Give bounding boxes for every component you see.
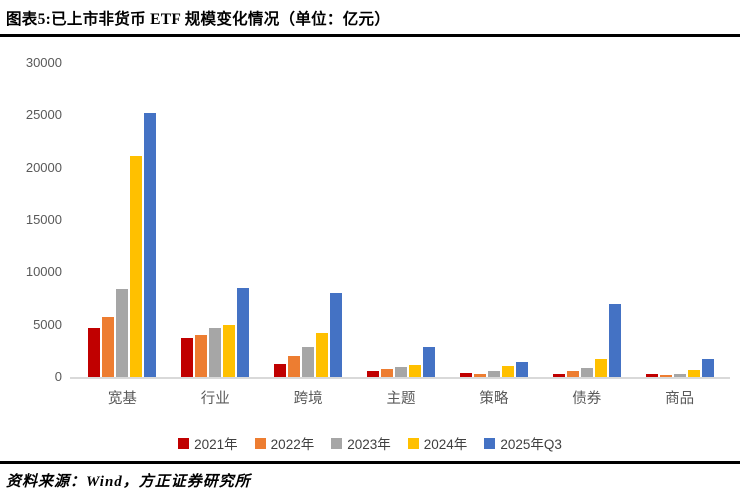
bar-group-行业 <box>169 63 262 377</box>
bar-2023年-行业 <box>209 328 222 377</box>
x-label-行业: 行业 <box>200 391 230 407</box>
bar-2023年-主题 <box>395 367 407 377</box>
bar-2023年-宽基 <box>116 289 129 377</box>
bar-2021年-跨境 <box>274 364 287 377</box>
legend-label: 2022年 <box>270 437 315 452</box>
legend-item-2023年: 2023年 <box>331 433 391 453</box>
x-label-跨境: 跨境 <box>293 391 323 407</box>
bar-2024年-策略 <box>501 366 514 377</box>
y-tick-label: 0 <box>54 369 62 384</box>
bar-2022年-策略 <box>473 374 486 377</box>
chart-footer: 资料来源：Wind，方正证券研究所 <box>0 461 740 491</box>
bar-2022年-宽基 <box>102 317 115 377</box>
bar-2025年Q3-跨境 <box>330 293 343 377</box>
x-label-债券: 债券 <box>572 391 602 407</box>
y-tick-label: 5000 <box>33 316 62 332</box>
legend-swatch-icon <box>254 437 266 449</box>
y-tick-label: 15000 <box>25 212 62 227</box>
bar-2025年Q3-主题 <box>423 347 435 377</box>
legend-swatch-icon <box>178 437 190 449</box>
bar-2024年-行业 <box>223 325 236 377</box>
bar-2025年Q3-债券 <box>608 304 621 377</box>
bar-2021年-商品 <box>645 374 658 377</box>
y-tick-label: 30000 <box>25 55 62 70</box>
legend-item-2022年: 2022年 <box>254 433 315 453</box>
bar-group-商品 <box>633 63 726 377</box>
bar-2022年-跨境 <box>288 356 301 377</box>
legend-swatch-icon <box>484 437 496 449</box>
bar-2025年Q3-商品 <box>701 359 714 377</box>
x-axis: 宽基 行业 跨境 主题 策略 债券 商品 <box>76 387 726 408</box>
source-note: 资料来源：Wind，方正证券研究所 <box>6 474 251 490</box>
bar-2022年-商品 <box>659 375 672 377</box>
y-tick-label: 25000 <box>25 107 62 123</box>
bar-2024年-商品 <box>687 370 700 377</box>
legend-label: 2021年 <box>194 437 238 452</box>
legend-item-2025年Q3: 2025年Q3 <box>484 433 562 453</box>
legend-swatch-icon <box>407 437 419 449</box>
bar-2023年-跨境 <box>302 347 315 377</box>
bar-group-主题 <box>355 63 448 377</box>
bar-2024年-债券 <box>594 359 607 377</box>
legend-label: 2025年Q3 <box>500 437 562 452</box>
bar-group-策略 <box>447 63 540 377</box>
bar-chart: 0 5000 10000 15000 20000 25000 30000 宽基 行业 跨境 主题 策… <box>0 37 740 461</box>
y-tick-label: 10000 <box>25 264 62 280</box>
y-tick-label: 20000 <box>25 159 62 175</box>
bar-2023年-商品 <box>673 374 686 377</box>
bar-2022年-债券 <box>566 371 579 377</box>
page-title: 图表5:已上市非货币 ETF 规模变化情况（单位：亿元） <box>6 11 391 28</box>
x-label-策略: 策略 <box>479 391 509 407</box>
bar-2021年-策略 <box>459 373 472 377</box>
bar-group-债券 <box>540 63 633 377</box>
plot-area <box>76 63 726 377</box>
bar-2024年-跨境 <box>316 333 329 377</box>
bar-2021年-债券 <box>552 374 565 377</box>
bar-2022年-主题 <box>381 369 393 377</box>
bar-2023年-债券 <box>580 368 593 377</box>
bar-2024年-主题 <box>409 365 421 377</box>
legend-swatch-icon <box>331 437 343 449</box>
legend-label: 2023年 <box>347 437 391 452</box>
bar-2024年-宽基 <box>130 156 143 377</box>
bar-2021年-主题 <box>367 371 379 377</box>
bar-2022年-行业 <box>195 335 208 377</box>
bar-2025年Q3-策略 <box>515 362 528 377</box>
x-axis-line <box>70 377 730 379</box>
legend-label: 2024年 <box>423 437 468 452</box>
legend-item-2021年: 2021年 <box>178 433 238 453</box>
bar-2023年-策略 <box>487 371 500 377</box>
chart-header: 图表5:已上市非货币 ETF 规模变化情况（单位：亿元） <box>0 0 740 37</box>
bar-2025年Q3-宽基 <box>144 113 157 377</box>
chart-legend: 2021年 2022年 2023年 2024年 2025年Q3 <box>0 433 740 453</box>
x-label-宽基: 宽基 <box>107 391 137 407</box>
bar-group-跨境 <box>262 63 355 377</box>
bar-2021年-宽基 <box>88 328 101 377</box>
bar-2025年Q3-行业 <box>237 288 250 377</box>
x-label-商品: 商品 <box>665 391 695 407</box>
bar-2021年-行业 <box>181 338 194 377</box>
x-label-主题: 主题 <box>386 391 416 407</box>
bar-group-宽基 <box>76 63 169 377</box>
legend-item-2024年: 2024年 <box>407 433 468 453</box>
